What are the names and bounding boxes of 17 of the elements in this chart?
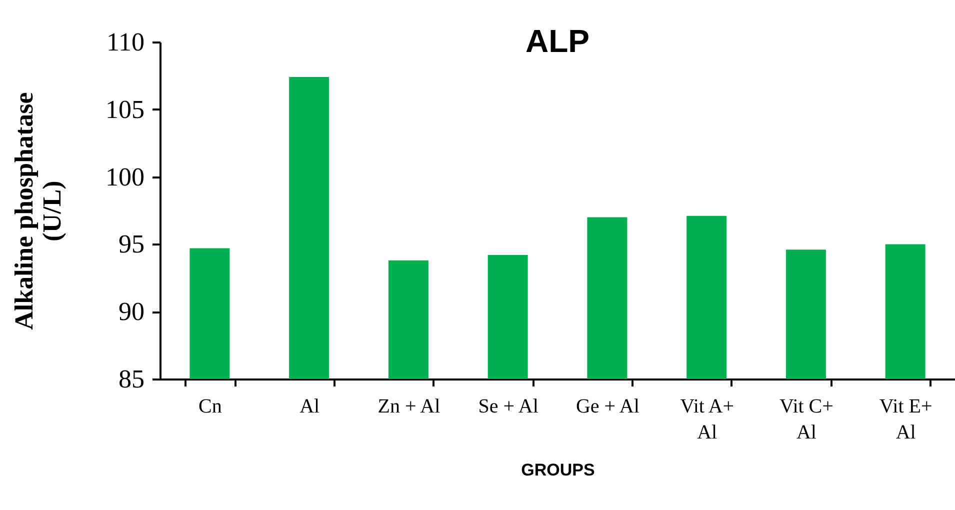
y-tick-label: 85 bbox=[118, 364, 144, 394]
y-tick-label: 95 bbox=[118, 230, 144, 259]
y-tick-label: 105 bbox=[106, 94, 144, 124]
y-tick-label: 90 bbox=[118, 297, 144, 326]
x-tick-label: Vit C+ Al bbox=[779, 396, 834, 444]
x-tick-label: Vit A+ Al bbox=[680, 396, 734, 444]
x-tick-label: Ge + Al bbox=[576, 396, 640, 418]
y-tick-label: 100 bbox=[106, 162, 144, 192]
chart-title: ALP bbox=[526, 23, 590, 59]
y-tick-label: 110 bbox=[106, 28, 144, 56]
x-axis-title: GROUPS bbox=[521, 460, 595, 480]
y-axis-title: Alkaline phosphatase (U/L) bbox=[10, 92, 66, 330]
x-tick-label: Se + Al bbox=[478, 396, 539, 418]
x-tick-label: Vit E+ Al bbox=[879, 396, 932, 444]
x-tick-label: Cn bbox=[198, 396, 222, 418]
x-tick-label: Al bbox=[300, 396, 320, 418]
x-tick-label: Zn + Al bbox=[378, 396, 441, 418]
